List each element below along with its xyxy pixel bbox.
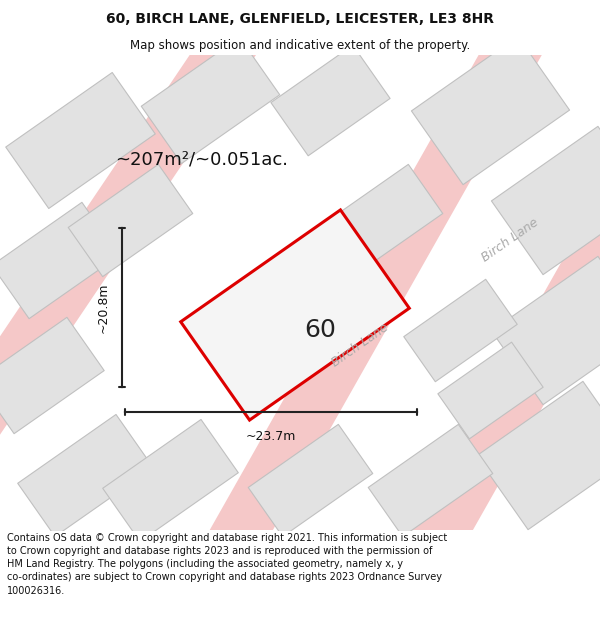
Text: ~23.7m: ~23.7m: [246, 430, 296, 443]
Text: 60, BIRCH LANE, GLENFIELD, LEICESTER, LE3 8HR: 60, BIRCH LANE, GLENFIELD, LEICESTER, LE…: [106, 12, 494, 26]
Text: Contains OS data © Crown copyright and database right 2021. This information is : Contains OS data © Crown copyright and d…: [7, 533, 448, 596]
Text: 60: 60: [304, 318, 336, 342]
Text: Birch Lane: Birch Lane: [479, 216, 541, 264]
Text: ~207m²/~0.051ac.: ~207m²/~0.051ac.: [115, 151, 288, 169]
Text: ~20.8m: ~20.8m: [97, 282, 110, 332]
Text: Map shows position and indicative extent of the property.: Map shows position and indicative extent…: [130, 39, 470, 51]
Text: Birch Lane: Birch Lane: [329, 321, 391, 369]
